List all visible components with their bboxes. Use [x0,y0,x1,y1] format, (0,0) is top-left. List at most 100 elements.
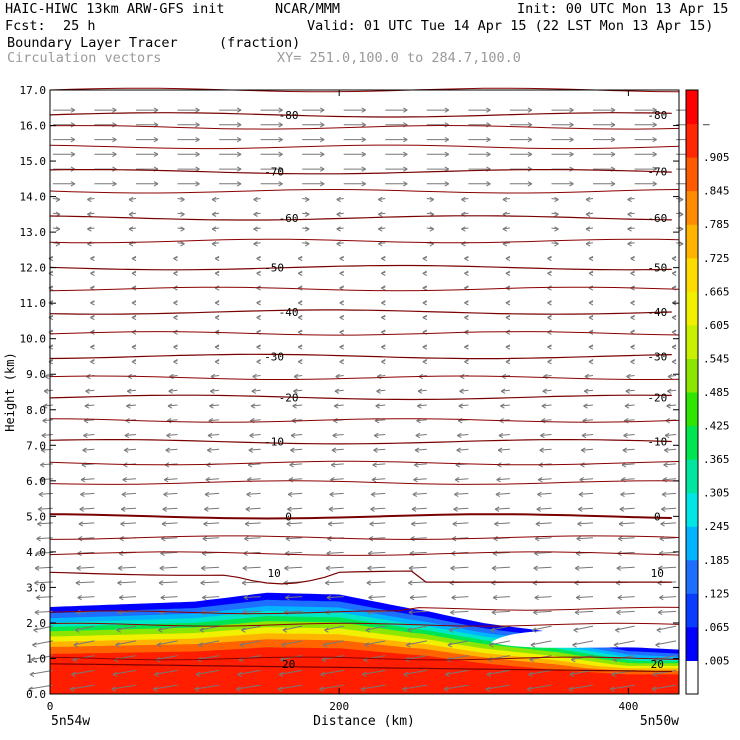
y-tick-label: 2.0 [26,617,46,630]
wind-vector-head [547,314,552,321]
wind-vector-head [678,196,684,203]
wind-vector [410,536,427,542]
wind-vector-shaft [375,404,386,407]
wind-vector [497,447,510,453]
wind-vector-head [80,477,86,483]
wind-vector-head [195,136,200,143]
wind-vector [630,270,635,276]
y-tick-label: 15.0 [20,155,47,168]
wind-vector [253,211,261,217]
wind-vector-head [652,166,657,172]
wind-vector [43,403,53,409]
wind-vector [219,122,242,128]
wind-vector [161,521,178,527]
wind-vector [173,344,178,350]
wind-vector [671,270,677,276]
wind-vector [177,196,185,203]
wind-vector [360,684,386,692]
wind-vector [128,196,137,203]
wind-vector [214,344,220,350]
colorbar-swatch [686,626,698,661]
wind-vector-head [180,211,185,217]
wind-vector-head [578,491,584,498]
wind-vector [630,359,635,365]
wind-vector-shaft [408,581,427,584]
wind-vector-head [84,403,90,409]
wind-vector-head [111,686,116,692]
wind-vector [214,255,220,262]
isotherm--30 [49,353,672,360]
wind-vector [286,521,303,527]
wind-vector-shaft [486,669,510,675]
wind-vector-head [195,122,200,128]
wind-vector-head [630,314,635,321]
wind-vector-head [165,447,170,453]
wind-vector [287,506,303,512]
wind-vector [426,151,450,157]
isotherm-10 [49,570,672,585]
wind-vector [334,388,344,394]
colorbar-swatch [686,559,698,594]
wind-vector [613,640,635,648]
wind-vector [211,196,220,203]
wind-vector-shaft [198,640,220,646]
wind-vector-head [505,255,511,262]
wind-vector-shaft [117,581,137,584]
wind-vector-shaft [364,640,386,646]
wind-vector [422,270,428,276]
wind-vector-head [505,270,511,276]
wind-vector [209,403,220,409]
isotherm--80 [49,112,672,118]
wind-vector-head [37,506,43,512]
wind-vector [585,226,594,232]
wind-vector [627,241,635,247]
wind-vector-head [573,627,578,633]
wind-vector-head [77,594,82,601]
x-tick-label: 0 [47,700,54,713]
colorbar-label: .125 [703,587,730,600]
wind-vector-head [381,255,386,262]
wind-vector [540,432,552,439]
wind-vector-head [153,181,159,187]
wind-vector [80,477,95,483]
wind-vector [90,270,95,276]
wind-vector [381,285,386,291]
colorbar-swatch [686,593,698,628]
wind-vector [69,684,95,692]
wind-vector-head [336,196,341,203]
wind-vector [618,521,635,527]
isotherm-label: 20 [282,658,295,671]
wind-vector-shaft [290,448,303,451]
wind-vector-head [43,388,49,394]
wind-vector [280,655,303,663]
wind-vector-head [80,491,85,498]
wind-vector [74,625,95,633]
wind-vector-head [569,671,575,678]
wind-vector [131,344,137,350]
wind-vector-head [610,181,616,187]
wind-vector [331,447,344,453]
wind-vector [373,432,386,439]
wind-vector-head [173,300,178,306]
wind-vector-head [502,196,508,203]
wind-vector-shaft [84,419,95,422]
wind-vector-shaft [118,566,137,569]
wind-vector-shaft [485,684,510,690]
wind-vector [634,166,657,172]
wind-vector-head [411,506,417,512]
wind-vector-head [200,580,205,586]
wind-vector [297,300,303,306]
wind-vector-head [75,580,81,586]
wind-vector-shaft [365,625,386,631]
wind-vector [453,506,469,512]
isotherm [49,331,680,336]
wind-vector [290,447,303,453]
wind-vector-head [278,151,283,157]
wind-vector [281,640,303,648]
wind-vector-shaft [124,434,137,436]
wind-vector-head [574,609,580,616]
wind-vector [505,344,511,350]
wind-vector-head [667,373,673,380]
wind-vector-head [534,594,539,601]
wind-vector-head [369,521,374,527]
